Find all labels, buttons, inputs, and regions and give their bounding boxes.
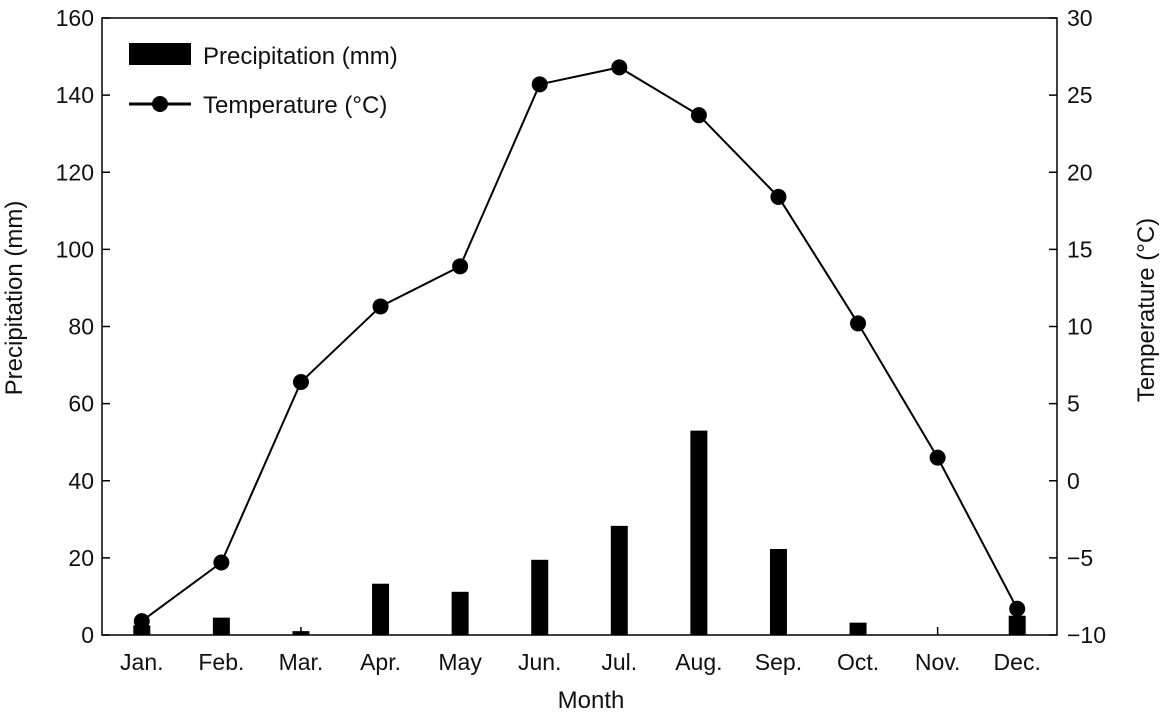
left-y-tick-label: 0 xyxy=(81,622,94,648)
left-y-tick-label: 40 xyxy=(68,468,94,494)
left-y-axis: 0 20 40 60 80 100 120 140 160 xyxy=(56,5,110,648)
temperature-point xyxy=(531,76,548,93)
right-y-tick-label: 10 xyxy=(1067,314,1093,340)
x-tick-label: May xyxy=(438,649,482,675)
left-y-tick-label: 80 xyxy=(68,314,94,340)
x-tick-label: Aug. xyxy=(675,649,722,675)
x-tick-label: Oct. xyxy=(837,649,879,675)
left-y-axis-title: Precipitation (mm) xyxy=(1,201,28,396)
precipitation-bar xyxy=(531,559,549,635)
right-y-tick-label: 0 xyxy=(1067,468,1080,494)
right-y-tick-label: −10 xyxy=(1067,622,1106,648)
x-tick-label: Jun. xyxy=(518,649,561,675)
precipitation-bar xyxy=(212,617,230,635)
x-tick-label: Jul. xyxy=(601,649,637,675)
temperature-line xyxy=(141,66,1019,622)
x-axis: Jan. Feb. Mar. Apr. May Jun. Jul. Aug. Sep. Oct. N… xyxy=(120,627,1041,675)
x-tick-label: Sep. xyxy=(755,649,802,675)
legend-temperature-marker xyxy=(152,96,168,112)
x-tick-label: Feb. xyxy=(198,649,244,675)
legend-precipitation-label: Precipitation (mm) xyxy=(203,43,398,70)
temperature-point xyxy=(452,258,469,275)
temperature-point xyxy=(292,374,309,391)
left-y-tick-label: 100 xyxy=(56,236,94,262)
precipitation-bars xyxy=(133,430,1026,635)
left-y-tick-label: 160 xyxy=(56,5,94,31)
left-y-tick-label: 60 xyxy=(68,391,94,417)
x-tick-label: Mar. xyxy=(279,649,324,675)
right-y-tick-label: −5 xyxy=(1067,545,1093,571)
x-tick-label: Nov. xyxy=(915,649,961,675)
right-y-tick-label: 5 xyxy=(1067,391,1080,417)
left-y-tick-label: 120 xyxy=(56,159,94,185)
right-y-axis: −10 −5 0 5 10 15 20 25 30 xyxy=(1049,5,1106,648)
precipitation-bar xyxy=(451,591,469,635)
left-y-tick-label: 20 xyxy=(68,545,94,571)
right-y-tick-label: 20 xyxy=(1067,159,1093,185)
temperature-point xyxy=(850,315,867,332)
temperature-point xyxy=(611,59,628,76)
temperature-series xyxy=(133,59,1026,630)
temperature-point xyxy=(372,298,389,315)
precipitation-bar xyxy=(610,525,628,635)
legend: Precipitation (mm) Temperature (°C) xyxy=(129,43,398,119)
x-axis-title: Month xyxy=(558,687,625,714)
temperature-point xyxy=(213,554,230,571)
precipitation-bar xyxy=(769,549,787,635)
right-y-tick-label: 25 xyxy=(1067,82,1093,108)
x-tick-label: Apr. xyxy=(360,649,401,675)
right-y-axis-title: Temperature (°C) xyxy=(1133,218,1160,402)
precipitation-bar xyxy=(690,430,708,635)
temperature-point xyxy=(133,613,150,630)
legend-temperature-label: Temperature (°C) xyxy=(203,92,387,119)
right-y-tick-label: 30 xyxy=(1067,5,1093,31)
right-y-tick-label: 15 xyxy=(1067,236,1093,262)
precipitation-bar xyxy=(372,583,390,635)
left-y-tick-label: 140 xyxy=(56,82,94,108)
x-tick-label: Jan. xyxy=(120,649,163,675)
temperature-point xyxy=(1009,600,1026,617)
temperature-point xyxy=(929,449,946,466)
temperature-point xyxy=(770,188,787,205)
temperature-point xyxy=(690,107,707,124)
legend-precipitation-swatch xyxy=(129,43,191,65)
precipitation-bar xyxy=(1008,615,1026,635)
x-tick-label: Dec. xyxy=(994,649,1041,675)
